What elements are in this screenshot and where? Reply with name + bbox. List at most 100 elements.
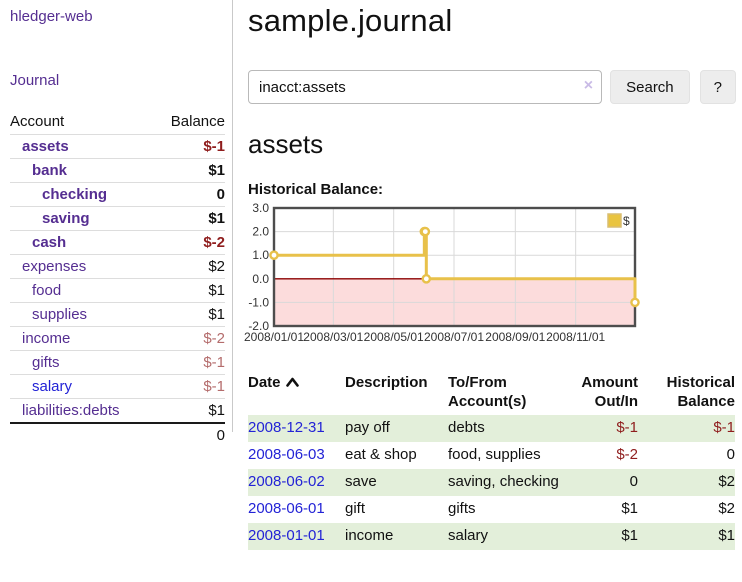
transaction-description: pay off — [345, 419, 390, 436]
transaction-balance: $1 — [718, 527, 735, 544]
transaction-amount: $-2 — [616, 446, 638, 463]
x-axis-tick-label: 2008/03/01 — [303, 330, 363, 344]
transaction-balance: $-1 — [713, 419, 735, 436]
account-row: cash $-2 — [10, 230, 225, 255]
sort-asc-icon — [285, 377, 299, 387]
account-balance-table: Account Balance assets $-1 bank $1 checking 0… — [10, 110, 225, 447]
account-heading: assets — [248, 129, 324, 159]
balance-column-header: Balance — [117, 110, 225, 135]
account-balance: $-2 — [117, 326, 225, 351]
transaction-row: 2008-06-01 gift gifts $1 $2 — [248, 496, 735, 523]
transaction-date-link[interactable]: 2008-01-01 — [248, 527, 325, 544]
account-link[interactable]: bank — [32, 162, 68, 179]
account-link[interactable]: saving — [42, 210, 90, 227]
transaction-amount: 0 — [629, 473, 638, 490]
transaction-accounts: saving, checking — [448, 473, 559, 490]
y-axis-tick-label: 2.0 — [252, 225, 269, 239]
register-table-body: 2008-12-31 pay off debts $-1 $-1 2008-06-03 ea… — [248, 415, 735, 550]
total-balance: 0 — [117, 422, 225, 447]
legend-label: $ — [623, 214, 630, 228]
account-link[interactable]: salary — [32, 378, 73, 395]
y-axis-tick-label: -2.0 — [248, 319, 269, 333]
clear-search-icon[interactable]: × — [583, 77, 594, 94]
account-row: food $1 — [10, 278, 225, 303]
account-balance: 0 — [117, 182, 225, 207]
account-link[interactable]: liabilities:debts — [22, 402, 120, 419]
transaction-date-link[interactable]: 2008-06-02 — [248, 473, 325, 490]
transaction-balance: $2 — [718, 473, 735, 490]
y-axis-tick-label: 0.0 — [252, 272, 269, 286]
transaction-date-link[interactable]: 2008-06-03 — [248, 446, 325, 463]
x-axis-tick-label: 2008/07/01 — [424, 330, 484, 344]
page-title: sample.journal — [248, 3, 453, 38]
transaction-description: income — [345, 527, 394, 544]
account-row: expenses $2 — [10, 254, 225, 279]
account-link[interactable]: expenses — [22, 258, 87, 275]
sidebar-item-journal[interactable]: Journal — [10, 72, 60, 89]
x-axis-tick-label: 2008/01/01 — [244, 330, 304, 344]
y-axis-tick-label: 3.0 — [252, 201, 269, 215]
transaction-row: 2008-06-03 eat & shop food, supplies $-2 0 — [248, 442, 735, 469]
transaction-accounts: salary — [448, 527, 489, 544]
register-table: Date Description To/From Account(s) Amount Ou… — [248, 371, 735, 550]
account-balance: $1 — [117, 278, 225, 303]
transaction-amount: $-1 — [616, 419, 638, 436]
x-axis-tick-label: 2008/09/01 — [485, 330, 545, 344]
account-link[interactable]: income — [22, 330, 71, 347]
account-balance: $1 — [117, 158, 225, 183]
search-bar: × Search ? — [248, 70, 736, 104]
chart-title: Historical Balance: — [248, 181, 384, 198]
search-input[interactable] — [248, 70, 603, 104]
register-column-header: Amount Out/In — [581, 374, 638, 410]
register-column-header: Historical Balance — [666, 374, 735, 410]
account-row: liabilities:debts $1 — [10, 398, 225, 424]
transaction-date-link[interactable]: 2008-06-01 — [248, 500, 325, 517]
register-column-header[interactable]: Date — [248, 371, 345, 415]
account-balance: $1 — [117, 302, 225, 327]
transaction-row: 2008-06-02 save saving, checking 0 $2 — [248, 469, 735, 496]
account-link[interactable]: supplies — [32, 306, 88, 323]
transaction-description: gift — [345, 500, 366, 517]
historical-balance-chart: 3.0 2.0 1.0 0.0 -1.0 -2.0 2008/01/01 2008/03/01… — [244, 201, 736, 353]
transaction-date-link[interactable]: 2008-12-31 — [248, 419, 325, 436]
transaction-amount: $1 — [621, 527, 638, 544]
transaction-row: 2008-01-01 income salary $1 $1 — [248, 523, 735, 550]
x-axis-tick-label: 2008/11/01 — [546, 330, 605, 344]
account-link[interactable]: checking — [42, 186, 108, 203]
account-link[interactable]: gifts — [32, 354, 60, 371]
account-row: saving $1 — [10, 206, 225, 231]
search-button[interactable]: Search — [610, 70, 690, 104]
account-row: assets $-1 — [10, 134, 225, 159]
transaction-amount: $1 — [621, 500, 638, 517]
account-balance: $-1 — [117, 350, 225, 375]
account-row: gifts $-1 — [10, 350, 225, 375]
y-axis-tick-label: 1.0 — [252, 248, 269, 262]
account-balance: $-2 — [117, 230, 225, 255]
account-row: checking 0 — [10, 182, 225, 207]
transaction-balance: $2 — [718, 500, 735, 517]
register-column-header: Description — [345, 374, 428, 391]
account-row: salary $-1 — [10, 374, 225, 399]
account-balance: $-1 — [117, 374, 225, 399]
account-balance: $1 — [117, 398, 225, 424]
transaction-description: eat & shop — [345, 446, 417, 463]
transaction-accounts: debts — [448, 419, 485, 436]
main-content: sample.journal × Search ? assets Histori… — [244, 0, 736, 550]
transaction-balance: 0 — [726, 446, 735, 463]
register-column-header: To/From Account(s) — [448, 374, 527, 410]
y-axis-tick-label: -1.0 — [248, 295, 269, 309]
account-balance: $-1 — [117, 134, 225, 159]
account-balance: $1 — [117, 206, 225, 231]
account-row: supplies $1 — [10, 302, 225, 327]
transaction-description: save — [345, 473, 377, 490]
x-axis-tick-label: 2008/05/01 — [364, 330, 424, 344]
account-link[interactable]: cash — [32, 234, 67, 251]
legend-swatch — [607, 213, 622, 228]
account-link[interactable]: assets — [22, 138, 69, 155]
account-row: bank $1 — [10, 158, 225, 183]
account-link[interactable]: food — [32, 282, 62, 299]
transaction-accounts: gifts — [448, 500, 476, 517]
transaction-accounts: food, supplies — [448, 446, 541, 463]
help-button[interactable]: ? — [699, 70, 736, 104]
